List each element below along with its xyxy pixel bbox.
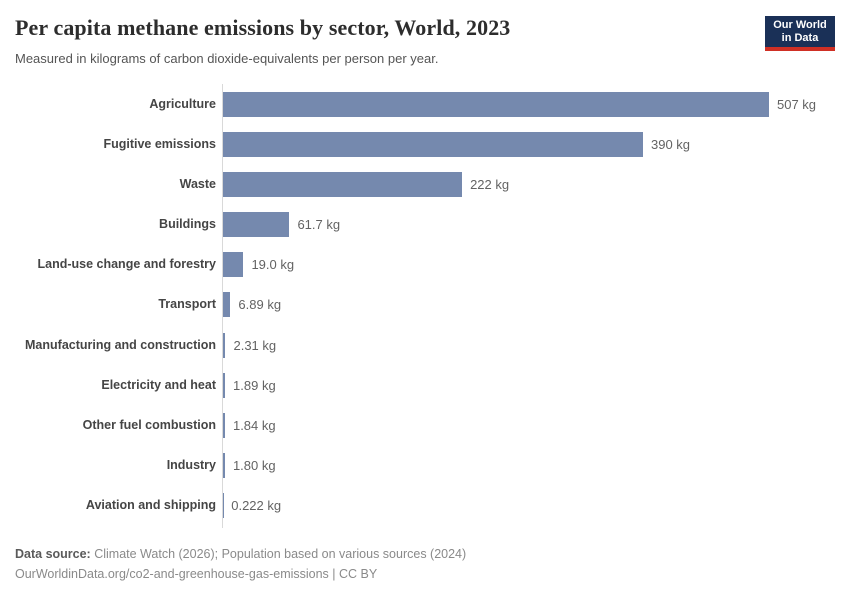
value-label: 19.0 kg — [251, 257, 295, 273]
bar[interactable] — [223, 212, 290, 238]
bar-row: Aviation and shipping 0.222 kg — [15, 486, 835, 526]
bar[interactable] — [223, 252, 244, 278]
value-label: 390 kg — [651, 136, 691, 152]
chart-footer: Data source: Climate Watch (2026); Popul… — [15, 546, 466, 583]
bar-row: Waste 222 kg — [15, 164, 835, 204]
bar-row: Land-use change and forestry 19.0 kg — [15, 245, 835, 285]
bar-row: Other fuel combustion 1.84 kg — [15, 405, 835, 445]
bar[interactable] — [223, 91, 769, 117]
value-label: 2.31 kg — [233, 337, 277, 353]
category-label: Land-use change and forestry — [37, 257, 216, 272]
value-label: 222 kg — [470, 176, 510, 192]
bar-area: 2.31 kg — [222, 332, 835, 358]
value-label: 1.89 kg — [233, 377, 276, 393]
category-label: Buildings — [159, 217, 216, 232]
bar[interactable] — [223, 453, 225, 479]
bar[interactable] — [223, 131, 643, 157]
category-label: Aviation and shipping — [85, 498, 216, 513]
bar-area: 61.7 kg — [222, 212, 835, 238]
value-label: 0.222 kg — [231, 498, 282, 514]
bar-row: Agriculture 507 kg — [15, 84, 835, 124]
bar[interactable] — [223, 332, 226, 358]
bar[interactable] — [223, 372, 226, 398]
bar-row: Fugitive emissions 390 kg — [15, 124, 835, 164]
bar-area: 1.84 kg — [222, 412, 835, 438]
data-source-label: Data source: — [15, 547, 91, 561]
y-axis-line — [222, 84, 223, 528]
data-source-line: Data source: Climate Watch (2026); Popul… — [15, 546, 466, 563]
page-title: Per capita methane emissions by sector, … — [15, 15, 511, 40]
category-label: Electricity and heat — [101, 377, 216, 392]
bar[interactable] — [223, 412, 225, 438]
bar[interactable] — [223, 171, 463, 197]
value-label: 6.89 kg — [238, 297, 282, 313]
category-label: Agriculture — [149, 96, 216, 111]
value-label: 61.7 kg — [297, 217, 341, 233]
chart-subtitle: Measured in kilograms of carbon dioxide-… — [15, 51, 439, 66]
owid-logo-line1: Our World — [773, 19, 827, 31]
category-label: Manufacturing and construction — [25, 337, 216, 352]
bar-area: 1.80 kg — [222, 453, 835, 479]
bar-area: 222 kg — [222, 171, 835, 197]
owid-logo[interactable]: Our World in Data — [765, 16, 835, 51]
bar-area: 0.222 kg — [222, 493, 835, 519]
bar-area: 6.89 kg — [222, 292, 835, 318]
value-label: 1.80 kg — [232, 458, 276, 474]
data-source-text: Climate Watch (2026); Population based o… — [94, 547, 467, 561]
bar-row: Buildings 61.7 kg — [15, 205, 835, 245]
bar-chart: Agriculture 507 kg Fugitive emissions 390 k… — [15, 84, 835, 528]
footer-url-link[interactable]: OurWorldinData.org/co2-and-greenhouse-ga… — [15, 567, 378, 581]
bar-area: 390 kg — [222, 131, 835, 157]
value-label: 507 kg — [777, 96, 817, 112]
category-label: Transport — [158, 297, 216, 312]
bar-area: 19.0 kg — [222, 252, 835, 278]
bar[interactable] — [223, 292, 231, 318]
bar-area: 1.89 kg — [222, 372, 835, 398]
owid-logo-line2: in Data — [781, 32, 819, 44]
category-label: Fugitive emissions — [103, 136, 216, 151]
bar-area: 507 kg — [222, 91, 835, 117]
category-label: Other fuel combustion — [82, 417, 216, 432]
bar-row: Industry 1.80 kg — [15, 446, 835, 486]
category-label: Waste — [179, 176, 216, 191]
bar-row: Electricity and heat 1.89 kg — [15, 365, 835, 405]
value-label: 1.84 kg — [232, 417, 276, 433]
bar-row: Transport 6.89 kg — [15, 285, 835, 325]
bar-row: Manufacturing and construction 2.31 kg — [15, 325, 835, 365]
category-label: Industry — [166, 458, 216, 473]
